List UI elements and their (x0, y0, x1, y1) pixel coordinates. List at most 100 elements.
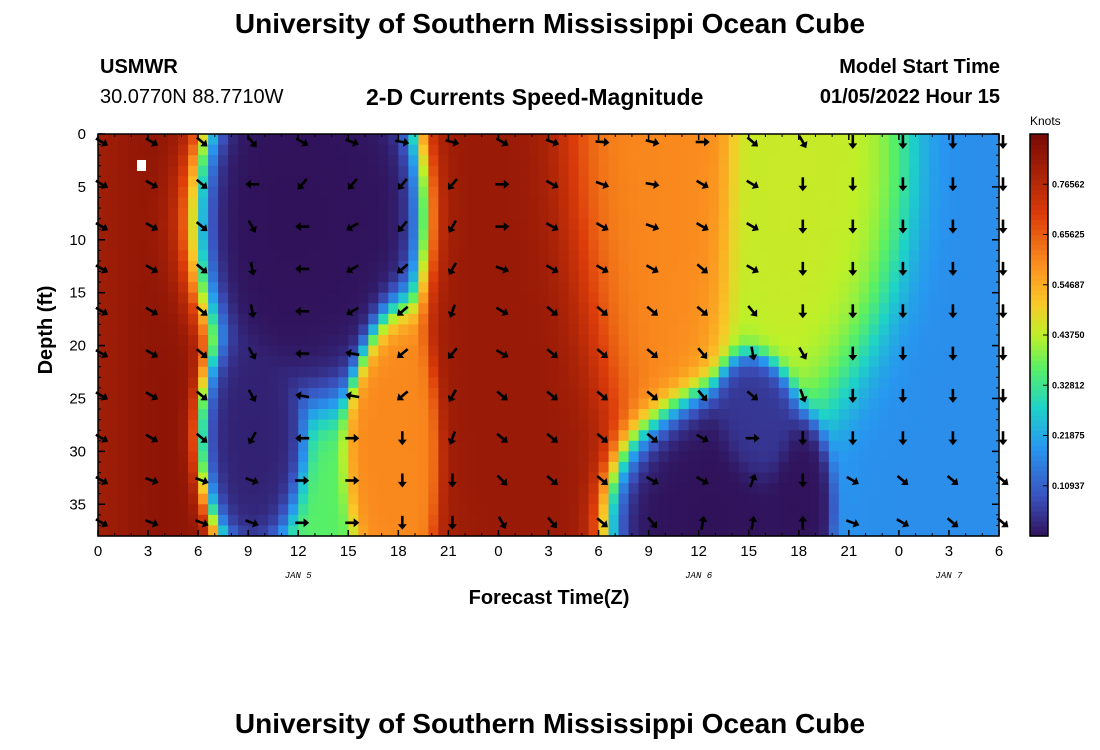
heatmap-cell (508, 324, 520, 336)
heatmap-cell (768, 472, 780, 484)
heatmap-cell (358, 430, 369, 442)
heatmap-cell (778, 229, 790, 241)
heatmap-cell (848, 514, 860, 527)
heatmap-cell (238, 356, 249, 368)
heatmap-cell (288, 271, 299, 283)
current-arrow (397, 178, 408, 190)
heatmap-cell (278, 282, 289, 294)
heatmap-cell (578, 356, 590, 368)
heatmap-cell (538, 218, 550, 230)
heatmap-cell (808, 303, 820, 315)
heatmap-cell (558, 483, 570, 495)
y-tick-label: 30 (69, 443, 86, 460)
heatmap-cell (868, 324, 880, 336)
heatmap-cell (878, 197, 890, 209)
heatmap-cell (328, 504, 339, 516)
heatmap-cell (718, 313, 730, 326)
heatmap-cell (568, 239, 580, 251)
heatmap-cell (608, 387, 620, 400)
heatmap-cell (218, 271, 229, 283)
heatmap-cell (798, 377, 810, 389)
heatmap-cell (208, 324, 219, 336)
heatmap-cell (838, 303, 850, 315)
heatmap-cell (288, 250, 299, 262)
heatmap-cell (488, 218, 500, 230)
heatmap-cell (908, 239, 920, 251)
heatmap-cell (168, 451, 179, 463)
heatmap-cell (728, 165, 740, 177)
x-tick-label: 0 (494, 543, 502, 560)
heatmap-cell (888, 197, 900, 209)
current-arrow (447, 347, 458, 359)
heatmap-cell (968, 197, 980, 209)
heatmap-cell (278, 218, 289, 230)
heatmap-cell (658, 260, 670, 273)
colorbar-segment (1030, 435, 1048, 442)
heatmap-cell (738, 409, 750, 421)
colorbar-segment (1030, 385, 1048, 391)
heatmap-cell (878, 155, 890, 167)
heatmap-cell (988, 504, 1000, 516)
heatmap-cell (628, 377, 640, 389)
heatmap-cell (98, 282, 109, 294)
heatmap-cell (298, 430, 309, 442)
heatmap-cell (238, 144, 249, 156)
heatmap-cell (878, 356, 890, 368)
current-arrow (696, 305, 708, 316)
heatmap-cell (818, 292, 830, 304)
heatmap-cell (618, 208, 630, 220)
heatmap-cell (858, 483, 870, 495)
heatmap-cell (228, 472, 239, 484)
heatmap-cell (588, 356, 600, 368)
current-arrow (145, 391, 159, 401)
colorbar-segment (1030, 199, 1048, 205)
heatmap-cell (968, 186, 980, 199)
heatmap-cell (368, 197, 379, 209)
heatmap-cell (248, 525, 259, 537)
heatmap-cell (248, 313, 259, 326)
heatmap-cell (608, 250, 620, 262)
heatmap-cell (758, 345, 770, 357)
heatmap-cell (828, 472, 840, 484)
heatmap-cell (588, 239, 600, 251)
heatmap-cell (358, 504, 369, 516)
heatmap-cell (858, 144, 870, 156)
heatmap-cell (908, 377, 920, 389)
heatmap-cell (358, 271, 369, 283)
heatmap-cell (818, 176, 830, 188)
current-arrow (195, 221, 208, 232)
heatmap-cell (378, 303, 389, 315)
heatmap-cell (648, 483, 660, 495)
colorbar-tick-label: 0.21875 (1052, 431, 1085, 441)
heatmap-cell (378, 208, 389, 220)
heatmap-cell (548, 239, 560, 251)
heatmap-cell (658, 483, 670, 495)
heatmap-cell (648, 440, 660, 452)
heatmap-cell (98, 504, 109, 516)
y-tick-label: 25 (69, 390, 86, 407)
heatmap-cell (428, 239, 439, 251)
heatmap-cell (808, 239, 820, 251)
heatmap-cell (948, 292, 960, 304)
heatmap-cell (448, 409, 459, 421)
heatmap-cell (568, 472, 580, 484)
heatmap-cell (388, 387, 399, 400)
heatmap-cell (178, 239, 189, 251)
heatmap-cell (348, 366, 359, 378)
heatmap-cell (828, 313, 840, 326)
heatmap-cell (348, 440, 359, 452)
heatmap-cell (478, 134, 490, 146)
heatmap-cell (978, 377, 990, 389)
heatmap-cell (608, 504, 620, 516)
heatmap-cell (638, 356, 650, 368)
heatmap-cell (908, 387, 920, 400)
heatmap-cell (218, 313, 229, 326)
heatmap-cell (358, 440, 369, 452)
heatmap-cell (258, 525, 269, 537)
current-arrow (297, 178, 308, 190)
heatmap-cell (758, 250, 770, 262)
heatmap-cell (958, 239, 970, 251)
heatmap-cell (848, 197, 860, 209)
heatmap-cell (648, 493, 660, 505)
heatmap-cell (628, 430, 640, 442)
